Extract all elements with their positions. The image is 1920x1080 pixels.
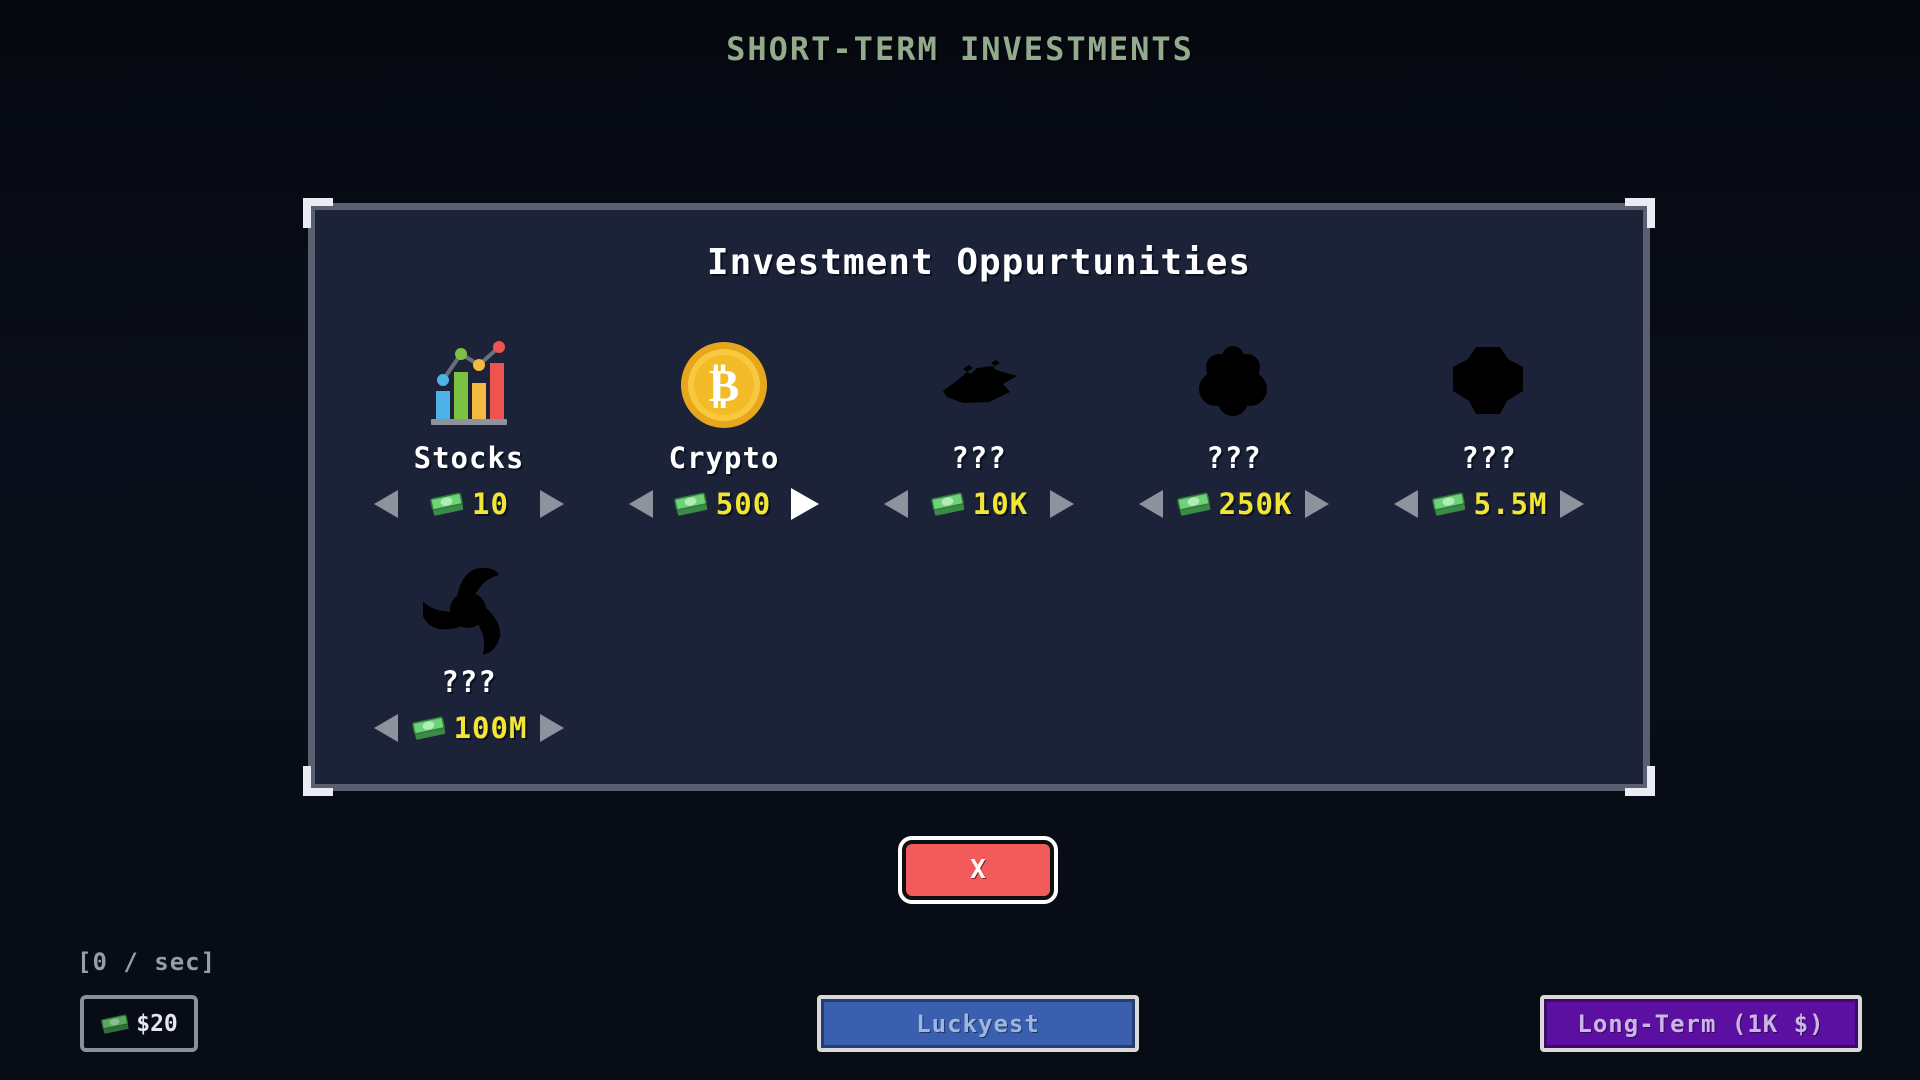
page-title: SHORT-TERM INVESTMENTS [726,30,1194,68]
item-name: ??? [951,441,1007,475]
investment-items-grid: Stocks 10 Crypto 500 [315,339,1643,745]
increase-arrow-button[interactable] [1560,490,1584,518]
increase-arrow-button[interactable] [539,490,564,518]
mystery-wedge-icon [943,360,1017,403]
item-name: ??? [1206,441,1262,475]
long-term-button[interactable]: Long-Term (1K $) [1540,995,1862,1052]
balance-amount: $20 [136,1010,178,1037]
item-cost: 500 [715,487,772,521]
luckyest-button[interactable]: Luckyest [817,995,1139,1052]
money-icon [673,492,709,517]
bitcoin-coin-icon [681,342,767,428]
item-name: Stocks [413,441,525,475]
stocks-chart-icon [429,339,509,427]
investment-item-mystery-3: ??? 5.5M [1362,339,1617,521]
decrease-arrow-button[interactable] [374,490,398,518]
mystery-gem-icon [1453,347,1523,414]
panel-corner-decoration [1625,766,1655,796]
item-cost: 100M [453,711,528,745]
investment-item-crypto: Crypto 500 [597,339,852,521]
item-cost: 10 [472,487,509,521]
panel-corner-decoration [303,766,333,796]
investment-item-mystery-1: ??? 10K [852,339,1107,521]
money-icon [1176,492,1211,517]
panel-title: Investment Oppurtunities [706,242,1252,283]
item-cost: 250K [1218,487,1293,521]
increase-arrow-button[interactable] [1305,490,1329,518]
money-icon [100,1013,130,1035]
increase-arrow-button[interactable] [540,714,564,742]
balance-button[interactable]: $20 [80,995,198,1052]
investment-panel: Investment Oppurtunities Stocks 10 Crypt… [303,198,1655,796]
item-name: ??? [1461,441,1517,475]
panel-corner-decoration [1625,198,1655,228]
item-cost: 5.5M [1473,487,1548,521]
item-name: ??? [441,665,497,699]
item-cost: 10K [972,487,1029,521]
investment-item-mystery-2: ??? 250K [1107,339,1362,521]
mystery-blob-icon [1199,346,1267,416]
money-icon [429,492,465,517]
money-icon [1431,492,1466,517]
mystery-turbine-icon [423,563,515,655]
decrease-arrow-button[interactable] [374,714,398,742]
item-name: Crypto [668,441,780,475]
decrease-arrow-button[interactable] [1394,490,1418,518]
investment-item-mystery-4: ??? 100M [342,563,597,745]
money-icon [930,492,966,517]
decrease-arrow-button[interactable] [1139,490,1163,518]
income-rate-label: [0 / sec] [77,948,217,976]
increase-arrow-button[interactable] [1049,490,1074,518]
decrease-arrow-button[interactable] [629,490,653,518]
increase-arrow-button[interactable] [790,488,819,520]
panel-corner-decoration [303,198,333,228]
decrease-arrow-button[interactable] [884,490,908,518]
investment-item-stocks: Stocks 10 [342,339,597,521]
close-button[interactable]: X [898,836,1058,904]
money-icon [411,716,446,741]
